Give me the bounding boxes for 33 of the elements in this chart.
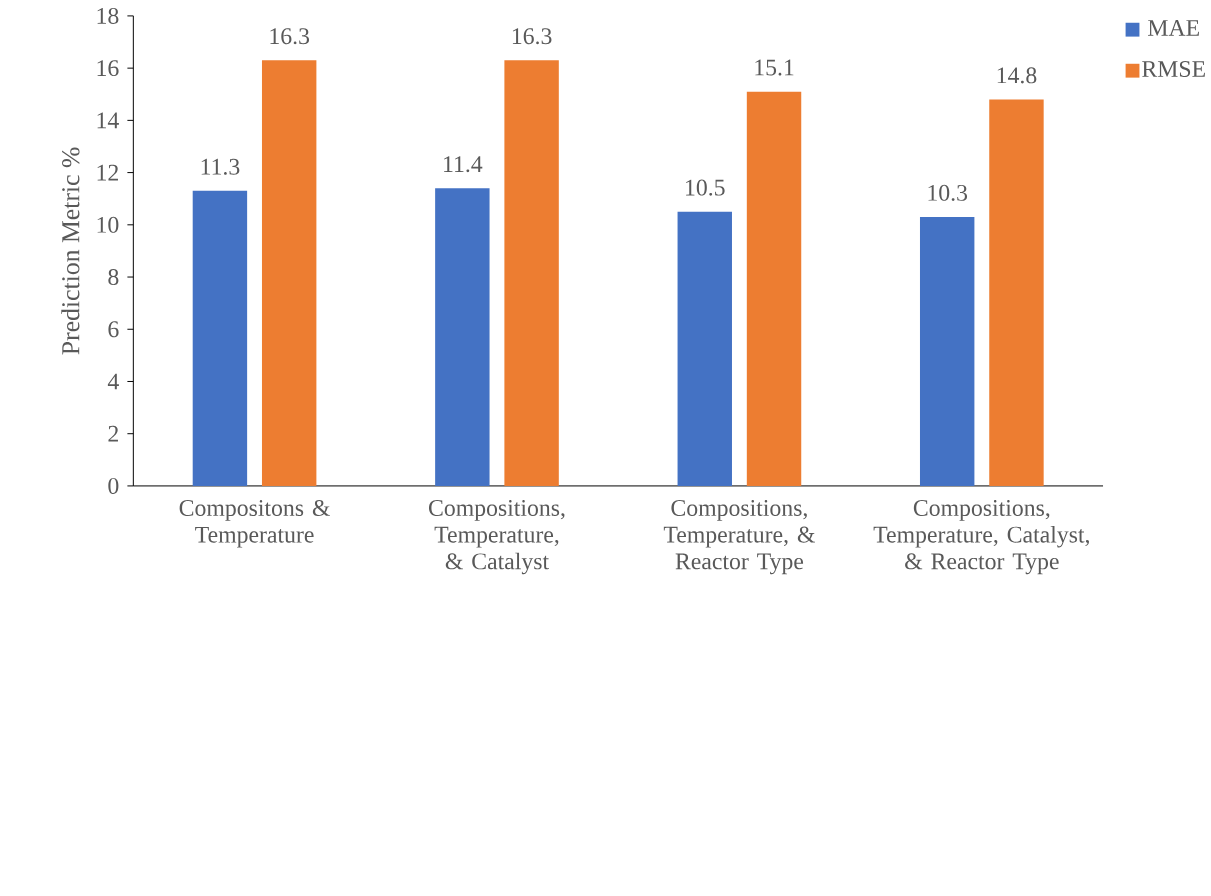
y-tick-label: 14 bbox=[97, 112, 119, 129]
legend-label: MAE bbox=[1148, 20, 1199, 36]
data-label: 16.3 bbox=[512, 28, 552, 45]
data-label: 11.3 bbox=[201, 158, 240, 175]
y-tick-label: 12 bbox=[97, 164, 118, 181]
bar bbox=[677, 211, 732, 486]
legend-label: RMSE bbox=[1142, 61, 1205, 78]
bar bbox=[989, 99, 1044, 486]
bar bbox=[504, 60, 559, 486]
y-axis-title: Prediction Metric % bbox=[61, 147, 80, 355]
data-label: 14.8 bbox=[997, 67, 1037, 84]
data-label: 15.1 bbox=[755, 59, 794, 76]
bar bbox=[746, 91, 802, 486]
data-label: 10.3 bbox=[928, 184, 968, 202]
y-tick-label: 18 bbox=[97, 7, 119, 24]
bar bbox=[919, 217, 975, 486]
x-tick-label: Compositions, Temperature, & Catalyst bbox=[429, 500, 565, 575]
y-tick-label: 8 bbox=[108, 269, 119, 286]
y-tick-label: 0 bbox=[108, 477, 119, 494]
y-tick-label: 16 bbox=[97, 60, 119, 77]
bar bbox=[192, 190, 248, 486]
x-tick-label: Compositions, Temperature, Catalyst, & Reactor Type bbox=[873, 500, 1089, 575]
data-label: 11.4 bbox=[444, 156, 483, 173]
bar bbox=[261, 60, 317, 486]
y-tick-label: 10 bbox=[97, 216, 119, 233]
data-label: 16.3 bbox=[270, 28, 310, 45]
y-tick-label: 4 bbox=[107, 373, 119, 390]
x-tick-label: Compositons & Temperature bbox=[179, 500, 330, 548]
y-tick-label: 2 bbox=[108, 425, 118, 442]
data-label: 10.5 bbox=[686, 179, 725, 196]
y-tick-label: 6 bbox=[108, 321, 119, 338]
bar bbox=[435, 188, 490, 486]
x-tick-label: Compositions, Temperature, & Reactor Type bbox=[663, 500, 815, 575]
